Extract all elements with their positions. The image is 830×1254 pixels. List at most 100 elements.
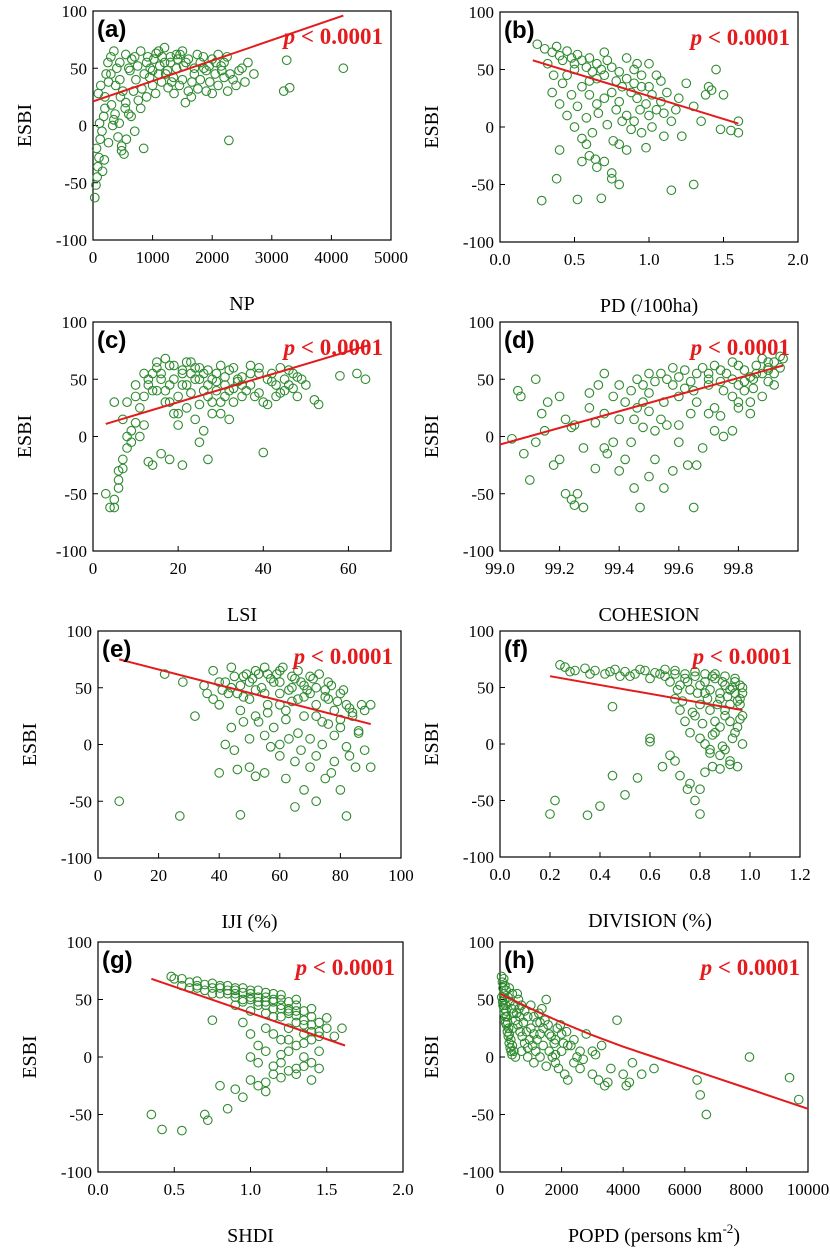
data-point xyxy=(660,671,670,682)
data-point xyxy=(97,126,107,137)
data-point xyxy=(512,988,523,999)
data-point xyxy=(701,1109,712,1120)
data-point xyxy=(691,460,702,470)
data-point xyxy=(260,1046,271,1057)
data-point xyxy=(707,671,718,682)
data-point xyxy=(638,380,648,390)
data-point xyxy=(590,463,601,474)
data-point xyxy=(359,705,370,716)
x-tick-label: 0.8 xyxy=(689,865,710,884)
data-point xyxy=(702,693,713,704)
p-symbol: p xyxy=(282,335,296,360)
data-point xyxy=(139,69,150,79)
data-point xyxy=(566,89,577,100)
data-point xyxy=(253,716,264,727)
data-point xyxy=(715,693,725,704)
data-point xyxy=(624,1077,635,1088)
data-point xyxy=(612,1015,622,1026)
data-point xyxy=(662,374,672,385)
data-point xyxy=(359,745,370,756)
data-point xyxy=(235,810,246,820)
data-point xyxy=(732,761,743,772)
data-point xyxy=(593,380,604,390)
data-point xyxy=(177,74,188,85)
data-point xyxy=(614,380,625,390)
data-point xyxy=(335,785,346,795)
data-point xyxy=(268,1029,279,1039)
data-point xyxy=(730,727,740,738)
data-point xyxy=(169,360,179,371)
data-point xyxy=(551,173,562,184)
data-point xyxy=(276,1049,286,1060)
data-point xyxy=(553,1063,564,1074)
data-point xyxy=(268,988,279,999)
data-point xyxy=(575,1063,585,1074)
data-point xyxy=(281,55,292,66)
data-point xyxy=(164,454,175,465)
data-point xyxy=(691,368,702,379)
data-point xyxy=(700,688,710,699)
y-tick-label: -100 xyxy=(56,231,87,250)
data-point xyxy=(98,111,109,122)
data-point xyxy=(735,693,745,704)
data-point xyxy=(670,104,681,115)
data-point xyxy=(114,796,125,807)
data-point xyxy=(587,1069,598,1080)
data-point xyxy=(237,391,247,402)
data-point xyxy=(685,727,695,738)
data-point xyxy=(317,716,328,727)
data-point xyxy=(332,696,343,707)
data-point xyxy=(521,1026,532,1037)
data-point xyxy=(153,46,164,56)
data-point xyxy=(599,47,610,58)
data-point xyxy=(705,748,715,758)
data-point xyxy=(204,77,215,87)
data-point xyxy=(718,89,729,100)
data-point xyxy=(109,502,120,513)
data-point xyxy=(152,385,162,396)
x-tick-label: 0 xyxy=(94,866,103,885)
data-point xyxy=(89,192,100,203)
x-axis-title: PD (/100ha) xyxy=(600,295,698,317)
data-point xyxy=(253,1057,263,1068)
data-point xyxy=(290,802,300,812)
data-point xyxy=(629,116,639,127)
data-point xyxy=(288,383,298,394)
data-point xyxy=(625,671,635,682)
data-point xyxy=(744,1052,755,1062)
x-axis-title: DIVISION (%) xyxy=(588,910,712,932)
data-point xyxy=(164,397,175,408)
data-point xyxy=(143,374,154,385)
data-point xyxy=(626,124,636,135)
data-point xyxy=(606,87,617,98)
data-point xyxy=(560,488,571,499)
data-point xyxy=(518,1017,529,1028)
data-point xyxy=(549,1038,560,1049)
data-point xyxy=(190,711,200,721)
y-tick-label: 100 xyxy=(67,933,93,952)
data-point xyxy=(737,739,748,749)
data-point xyxy=(335,722,346,733)
data-point xyxy=(585,669,595,679)
data-point xyxy=(193,84,203,94)
data-point xyxy=(171,49,182,60)
data-point xyxy=(720,671,730,682)
data-point xyxy=(703,374,714,385)
data-point xyxy=(697,718,708,729)
data-point xyxy=(237,372,247,382)
x-axis-title-sup: -2 xyxy=(722,1221,733,1236)
x-tick-label: 100 xyxy=(388,866,414,885)
data-point xyxy=(650,454,660,465)
y-axis-title: ESBI xyxy=(19,1035,41,1078)
data-point xyxy=(100,488,111,499)
y-tick-label: 50 xyxy=(70,59,87,78)
p-symbol: p xyxy=(689,335,703,360)
data-point xyxy=(501,1019,512,1030)
data-point xyxy=(243,57,253,68)
data-point xyxy=(688,502,699,513)
data-point xyxy=(308,673,318,684)
data-point xyxy=(122,443,132,453)
fit-line xyxy=(499,364,784,446)
data-point xyxy=(256,682,267,693)
